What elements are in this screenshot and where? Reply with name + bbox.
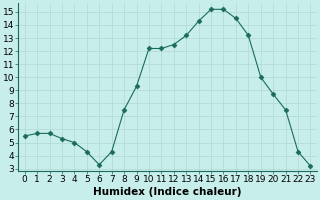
X-axis label: Humidex (Indice chaleur): Humidex (Indice chaleur) <box>93 187 242 197</box>
